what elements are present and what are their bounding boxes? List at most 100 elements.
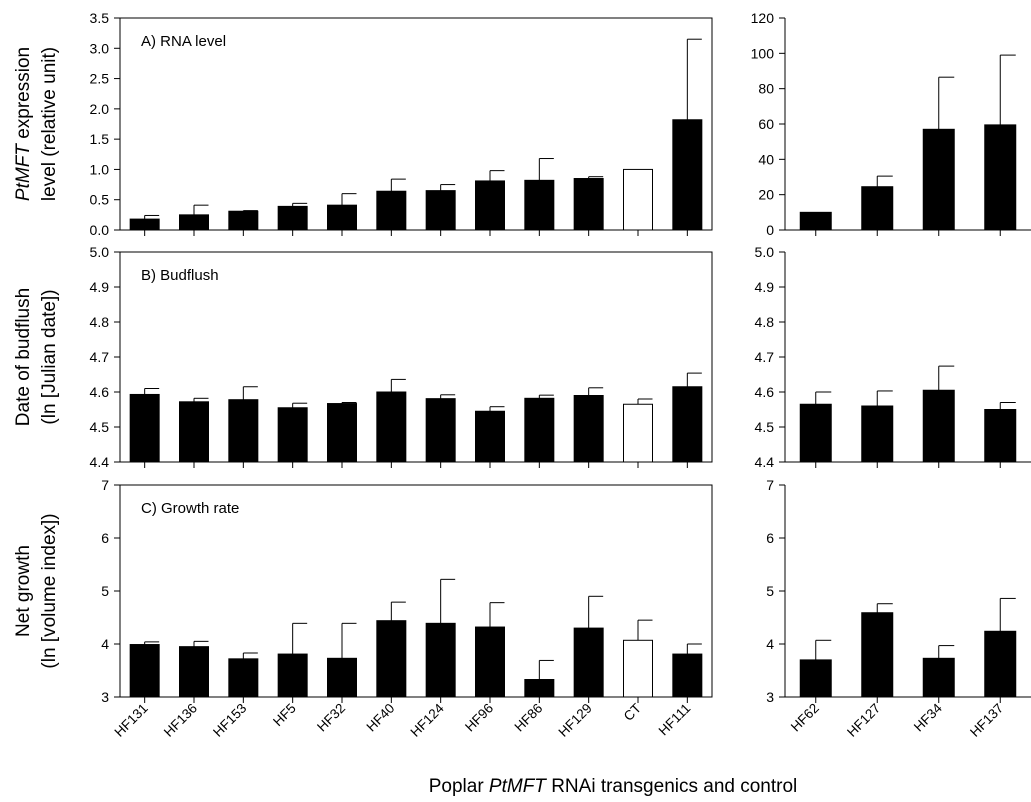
bar-hf32 bbox=[327, 403, 357, 463]
y-tick-label: 0 bbox=[766, 222, 774, 238]
y-tick-label: 4 bbox=[101, 636, 109, 652]
bar-hf127 bbox=[861, 186, 894, 231]
error-bar-hf34 bbox=[938, 365, 955, 391]
x-tick-label-hf62: HF62 bbox=[788, 701, 822, 735]
x-tick-label-hf34: HF34 bbox=[911, 700, 945, 734]
bar-hf40 bbox=[376, 391, 407, 463]
bar-hf62 bbox=[799, 211, 832, 231]
error-bar-hf96 bbox=[489, 602, 505, 628]
y-axis-label-line1-part-1: expression bbox=[13, 47, 34, 144]
y-tick-label: 4.6 bbox=[755, 384, 775, 400]
bar-hf86 bbox=[524, 679, 555, 698]
error-bar-hf40 bbox=[390, 178, 406, 192]
y-tick-label: 5 bbox=[101, 583, 109, 599]
y-tick-label: 4 bbox=[766, 636, 774, 652]
y-tick-label: 0.5 bbox=[90, 192, 110, 208]
panels-group: 0.0 0.5 1.0 1.5 2.0 2.5 3.0 3.5 A) RNA level 0 20 4… bbox=[90, 10, 1031, 740]
error-bar-hf34 bbox=[938, 645, 955, 659]
y-tick-label: 5.0 bbox=[755, 244, 775, 260]
row-label-1: Date of budflush (ln [Julian date]) bbox=[13, 288, 60, 426]
bar-ct bbox=[623, 639, 653, 698]
error-bar-hf32 bbox=[341, 622, 357, 659]
x-tick-label-hf111: HF111 bbox=[656, 701, 694, 739]
error-bar-ct bbox=[637, 619, 653, 641]
y-tick-label: 0.0 bbox=[90, 222, 110, 238]
error-bar-hf153 bbox=[242, 652, 258, 659]
x-axis-label-part-2: RNAi transgenics and control bbox=[546, 776, 797, 797]
panel-4: 3 4 5 6 7 C) Growth rate HF131 HF136 HF153 HF5 HF3… bbox=[101, 477, 713, 740]
y-tick-label: 2.5 bbox=[90, 71, 110, 87]
bar-hf111 bbox=[672, 386, 703, 463]
y-tick-label: 4.6 bbox=[90, 384, 110, 400]
x-tick-label-hf5: HF5 bbox=[270, 701, 299, 730]
bar-hf129 bbox=[573, 627, 604, 698]
panel-3: 4.4 4.5 4.6 4.7 4.8 4.9 5.0 bbox=[755, 244, 1031, 470]
bar-hf32 bbox=[327, 204, 357, 231]
bar-hf34 bbox=[922, 389, 955, 463]
error-bar-hf5 bbox=[292, 202, 308, 207]
bar-hf40 bbox=[376, 620, 407, 698]
bar-hf153 bbox=[228, 210, 259, 231]
bar-ct bbox=[623, 168, 653, 231]
bar-hf127 bbox=[861, 612, 894, 698]
y-tick-label: 5 bbox=[766, 583, 774, 599]
bar-hf34 bbox=[922, 128, 955, 231]
bar-hf136 bbox=[179, 401, 209, 463]
bar-hf32 bbox=[327, 657, 357, 698]
error-bar-hf137 bbox=[999, 54, 1016, 125]
y-tick-label: 3 bbox=[766, 689, 774, 705]
y-tick-label: 1.5 bbox=[90, 131, 110, 147]
y-axis-label-line1-part-0: Date of budflush bbox=[13, 288, 34, 426]
bar-hf137 bbox=[984, 630, 1017, 698]
y-tick-label: 120 bbox=[751, 10, 775, 26]
y-tick-label: 4.8 bbox=[90, 314, 110, 330]
bar-hf131 bbox=[129, 644, 160, 698]
error-bar-hf40 bbox=[390, 378, 406, 392]
error-bar-hf136 bbox=[193, 204, 209, 215]
y-axis-label-line2: (ln [volume index]) bbox=[39, 513, 60, 668]
error-bar-hf127 bbox=[876, 390, 893, 406]
x-tick-label-hf86: HF86 bbox=[512, 701, 546, 735]
error-bar-hf137 bbox=[999, 597, 1016, 632]
bar-hf129 bbox=[573, 395, 604, 463]
error-bar-hf96 bbox=[489, 406, 505, 412]
y-tick-label: 20 bbox=[758, 187, 774, 203]
bar-hf62 bbox=[799, 659, 832, 698]
error-bar-hf136 bbox=[193, 640, 209, 647]
bar-hf131 bbox=[129, 218, 160, 231]
error-bar-hf86 bbox=[538, 158, 554, 181]
error-bar-hf34 bbox=[938, 76, 955, 130]
panel-title: A) RNA level bbox=[141, 33, 226, 50]
bar-hf131 bbox=[129, 393, 160, 463]
y-tick-label: 6 bbox=[101, 530, 109, 546]
x-tick-label-ct: CT bbox=[621, 701, 644, 724]
bar-hf153 bbox=[228, 399, 259, 463]
y-tick-label: 100 bbox=[751, 45, 775, 61]
y-axis-label-line1-part-0: PtMFT bbox=[13, 143, 34, 201]
y-tick-label: 4.7 bbox=[90, 349, 110, 365]
error-bar-hf86 bbox=[538, 394, 554, 399]
error-bar-hf40 bbox=[390, 601, 406, 621]
error-bar-hf127 bbox=[876, 175, 893, 187]
error-bar-hf153 bbox=[242, 386, 258, 400]
panel-title: C) Growth rate bbox=[141, 500, 239, 517]
error-bar-hf131 bbox=[144, 641, 160, 645]
error-bar-hf96 bbox=[489, 170, 505, 181]
y-axis-label-line1: PtMFT expression bbox=[13, 47, 34, 201]
y-tick-label: 3.5 bbox=[90, 10, 110, 26]
error-bar-hf111 bbox=[686, 643, 702, 655]
y-tick-label: 40 bbox=[758, 151, 774, 167]
error-bar-hf111 bbox=[686, 372, 702, 387]
bar-hf96 bbox=[475, 410, 505, 463]
y-tick-label: 80 bbox=[758, 81, 774, 97]
bar-ct bbox=[623, 403, 653, 463]
error-bar-hf62 bbox=[815, 639, 832, 660]
y-tick-label: 6 bbox=[766, 530, 774, 546]
y-tick-label: 5.0 bbox=[90, 244, 110, 260]
bar-hf124 bbox=[425, 622, 456, 698]
y-axis-label-line1: Date of budflush bbox=[13, 288, 34, 426]
error-bar-hf137 bbox=[999, 402, 1016, 410]
error-bar-hf124 bbox=[440, 394, 456, 399]
plot-frame bbox=[119, 17, 713, 231]
bar-hf5 bbox=[277, 407, 308, 463]
